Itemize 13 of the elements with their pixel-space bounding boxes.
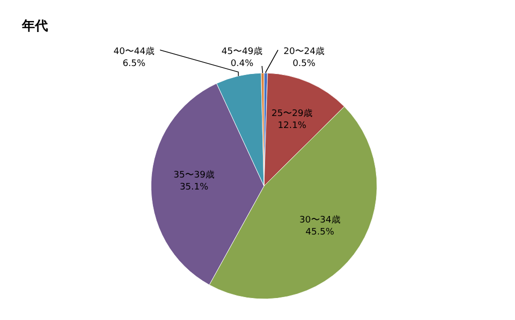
slice-label: 20〜24歳 — [284, 46, 324, 57]
slice-label: 35〜39歳 — [174, 169, 214, 180]
chart-title: 年代 — [21, 19, 48, 34]
data-label: 6.5% — [122, 59, 146, 69]
slice-label: 30〜34歳 — [299, 214, 340, 226]
data-label: 35.1% — [180, 182, 209, 192]
slice-label: 25〜29歳 — [272, 108, 312, 119]
slice-label: 45〜49歳 — [222, 46, 262, 57]
data-label: 12.1% — [278, 120, 307, 131]
data-label: 0.5% — [292, 59, 316, 69]
slice-label: 40〜44歳 — [114, 46, 154, 57]
data-label: 0.4% — [230, 59, 254, 69]
data-label: 45.5% — [306, 227, 335, 238]
